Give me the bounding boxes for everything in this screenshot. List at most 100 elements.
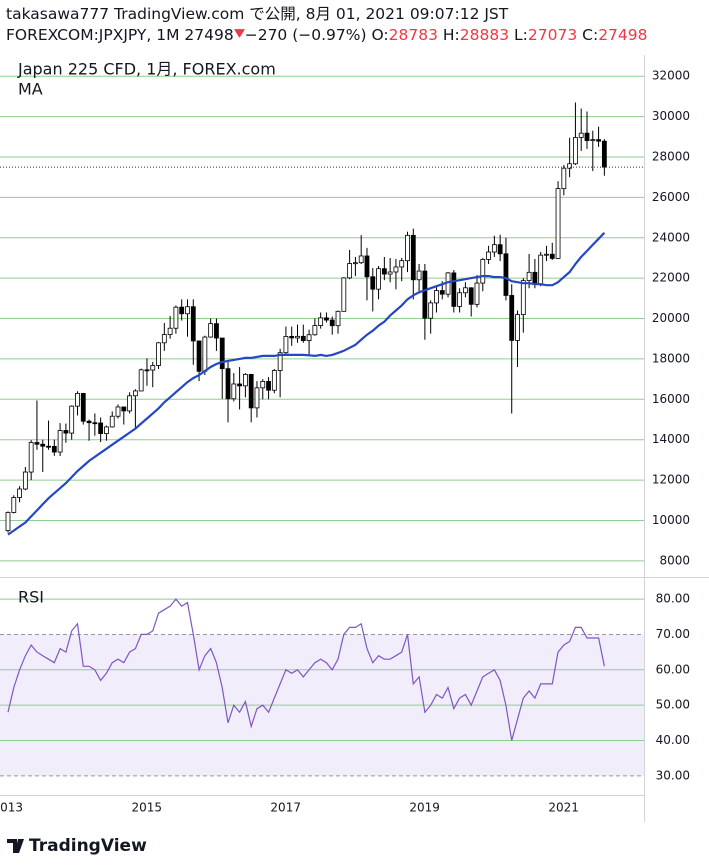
candle-body	[335, 310, 341, 327]
candle-body	[486, 251, 491, 260]
candle-body	[463, 287, 468, 294]
y-tick-label: 18000	[652, 351, 690, 365]
y-tick-label: 30.00	[656, 768, 690, 782]
candle-body	[468, 287, 474, 305]
candle-body	[480, 259, 486, 284]
candle-body	[405, 234, 410, 262]
y-tick-label: 14000	[652, 432, 690, 446]
candle-body	[196, 340, 202, 372]
candle-body	[190, 306, 196, 342]
down-arrow	[233, 29, 245, 38]
candle-body	[289, 336, 295, 339]
candle-body	[63, 430, 69, 434]
x-tick-label: 2013	[0, 801, 23, 815]
h-label: H:	[442, 26, 460, 44]
low-value: 27073	[527, 26, 578, 44]
candle-body	[295, 335, 300, 339]
series-line	[7, 598, 605, 741]
candle-body	[416, 270, 422, 281]
y-tick-label: 60.00	[656, 662, 690, 676]
candle-body	[46, 445, 51, 448]
candle-body	[150, 365, 156, 371]
candle-body	[520, 280, 526, 316]
y-tick-label: 22000	[652, 271, 690, 285]
candle-body	[214, 323, 219, 339]
y-tick-label: 70.00	[656, 627, 690, 641]
y-tick-label: 30000	[652, 109, 690, 123]
header-quote: FOREXCOM:JPXJPY, 1M 27498 −270 (−0.97%) O…	[6, 25, 648, 46]
candle-body	[358, 255, 364, 264]
candle-body	[526, 271, 532, 282]
candle-body	[555, 188, 561, 259]
rsi-label: RSI	[18, 588, 44, 607]
candle-body	[399, 260, 405, 268]
o-label: O:	[371, 26, 389, 44]
candle-body	[573, 137, 578, 165]
y-tick-label: 40.00	[656, 733, 690, 747]
candle-body	[324, 317, 329, 321]
candle-body	[202, 336, 208, 372]
candle-body	[347, 263, 353, 279]
candle-body	[144, 369, 150, 372]
candle-body	[69, 405, 75, 434]
y-tick-label: 50.00	[656, 698, 690, 712]
candle-body	[601, 140, 607, 168]
x-tick-label: 2019	[409, 801, 440, 815]
candle-body	[254, 387, 260, 409]
candle-body	[370, 276, 376, 290]
candle-body	[127, 395, 132, 412]
candle-body	[51, 446, 57, 453]
candle-body	[474, 282, 480, 305]
candle-body	[92, 422, 98, 425]
y-tick-label: 28000	[652, 149, 690, 163]
logo-text: TradingView	[29, 836, 147, 856]
chart-title: Japan 225 CFD, 1月, FOREX.com	[17, 60, 276, 79]
candle-body	[86, 420, 92, 424]
candle-body	[387, 271, 393, 275]
candle-body	[11, 497, 17, 513]
candle-body	[5, 512, 11, 531]
candle-body	[138, 369, 144, 392]
close-value: 27498	[598, 26, 648, 44]
candle-body	[428, 302, 434, 319]
candle-body	[266, 380, 271, 391]
candle-body	[98, 422, 104, 434]
candle-body	[410, 234, 416, 281]
candle-body	[40, 443, 46, 447]
candle-body	[538, 254, 544, 285]
candle-body	[381, 268, 387, 275]
l-label: L:	[514, 26, 528, 44]
candle-body	[544, 253, 549, 256]
candle-body	[584, 132, 590, 141]
last-price: 27498	[184, 26, 234, 44]
candle-body	[590, 139, 596, 142]
y-tick-label: 10000	[652, 513, 690, 527]
y-tick-label: 24000	[652, 230, 690, 244]
candle-body	[515, 314, 520, 341]
candle-body	[28, 442, 34, 473]
candle-body	[109, 415, 115, 428]
candle-body	[509, 295, 515, 341]
y-tick-label: 16000	[652, 392, 690, 406]
y-tick-label: 12000	[652, 473, 690, 487]
candle-body	[156, 342, 161, 366]
candle-body	[271, 370, 277, 391]
candle-body	[185, 306, 190, 315]
c-label: C:	[582, 26, 599, 44]
candle-body	[503, 253, 509, 296]
candle-body	[115, 406, 121, 417]
candle-body	[75, 393, 80, 407]
x-tick-label: 2017	[270, 801, 301, 815]
candle-body	[242, 373, 248, 387]
candle-body	[34, 442, 40, 445]
candle-body	[364, 255, 370, 278]
candle-body	[549, 253, 555, 259]
logo-icon	[7, 839, 24, 853]
candle-body	[561, 167, 567, 190]
y-tick-label: 26000	[652, 190, 690, 204]
open-value: 28783	[388, 26, 438, 44]
candle-body	[376, 268, 381, 290]
candle-body	[167, 327, 173, 335]
candle-body	[567, 163, 573, 169]
